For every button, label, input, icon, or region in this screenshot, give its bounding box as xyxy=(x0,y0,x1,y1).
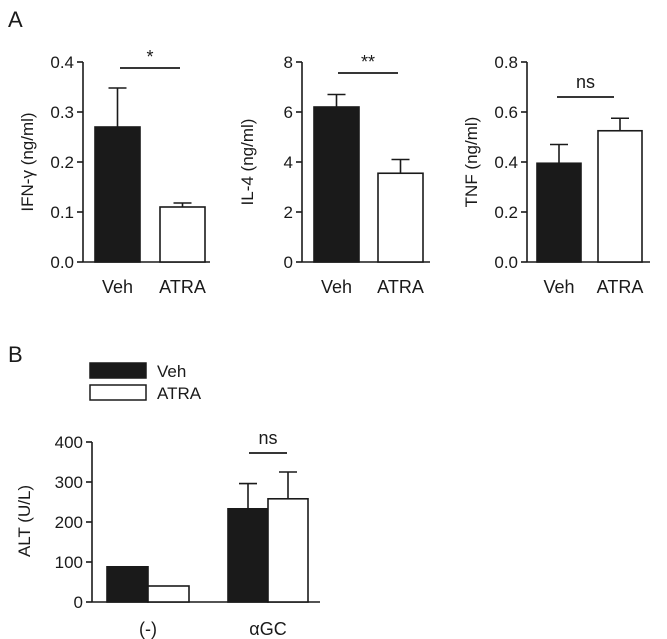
bar-gc-atra xyxy=(267,497,309,603)
legend: Veh ATRA xyxy=(89,362,202,403)
y-tick-label: 0 xyxy=(284,253,293,272)
legend-swatch-veh xyxy=(89,362,147,379)
category-label-veh: Veh xyxy=(321,277,352,297)
category-label-gc: αGC xyxy=(249,619,286,639)
legend-label-veh: Veh xyxy=(157,362,186,381)
y-tick-label: 0.0 xyxy=(50,253,74,272)
significance-label: ns xyxy=(258,428,277,448)
bar-atra xyxy=(597,129,643,263)
y-tick-label: 8 xyxy=(284,53,293,72)
y-tick-label: 0.6 xyxy=(494,103,518,122)
bar-x-atra xyxy=(147,585,190,603)
il4-chart: 0 2 4 6 8 IL-4 (ng/ml) Veh ATRA ** xyxy=(238,52,430,297)
y-tick-label: 0.0 xyxy=(494,253,518,272)
y-tick-label: 6 xyxy=(284,103,293,122)
y-tick-label: 100 xyxy=(55,553,83,572)
bar-gc-veh xyxy=(227,507,269,603)
category-label-atra: ATRA xyxy=(597,277,644,297)
tnf-chart: 0.0 0.2 0.4 0.6 0.8 TNF (ng/ml) Veh ATRA ns xyxy=(462,53,650,297)
ifn-gamma-chart: 0.0 0.1 0.2 0.3 0.4 IFN-γ (ng/ml) Veh ATRA * xyxy=(18,47,210,297)
y-tick-label: 200 xyxy=(55,513,83,532)
panel-label-a: A xyxy=(8,7,23,32)
y-tick-label: 0.3 xyxy=(50,103,74,122)
category-label-x: (-) xyxy=(139,619,157,639)
y-tick-label: 2 xyxy=(284,203,293,222)
bar-veh xyxy=(313,106,360,263)
y-tick-label: 300 xyxy=(55,473,83,492)
bar-veh xyxy=(94,126,141,263)
category-label-veh: Veh xyxy=(102,277,133,297)
category-label-atra: ATRA xyxy=(377,277,424,297)
legend-swatch-atra xyxy=(89,384,147,401)
y-tick-label: 0.1 xyxy=(50,203,74,222)
y-tick-label: 0.4 xyxy=(494,153,518,172)
y-axis-label: IFN-γ (ng/ml) xyxy=(18,112,37,211)
legend-label-atra: ATRA xyxy=(157,384,202,403)
y-tick-label: 0 xyxy=(74,593,83,612)
y-tick-label: 0.8 xyxy=(494,53,518,72)
panel-label-b: B xyxy=(8,342,23,367)
y-tick-label: 0.2 xyxy=(50,153,74,172)
bar-x-veh xyxy=(106,565,149,603)
alt-chart: 0 100 200 300 400 ALT (U/L) (-) αGC ns xyxy=(15,428,320,639)
significance-label: ns xyxy=(576,72,595,92)
bar-atra xyxy=(377,172,424,263)
category-label-veh: Veh xyxy=(543,277,574,297)
category-label-atra: ATRA xyxy=(159,277,206,297)
y-axis-label: IL-4 (ng/ml) xyxy=(238,119,257,206)
significance-label: * xyxy=(146,47,153,67)
bar-veh xyxy=(536,162,582,263)
significance-label: ** xyxy=(361,52,375,72)
bar-atra xyxy=(159,206,206,263)
y-tick-label: 400 xyxy=(55,433,83,452)
y-tick-label: 0.4 xyxy=(50,53,74,72)
y-axis-label: TNF (ng/ml) xyxy=(462,117,481,208)
y-tick-label: 4 xyxy=(284,153,293,172)
y-tick-label: 0.2 xyxy=(494,203,518,222)
y-axis-label: ALT (U/L) xyxy=(15,485,34,557)
